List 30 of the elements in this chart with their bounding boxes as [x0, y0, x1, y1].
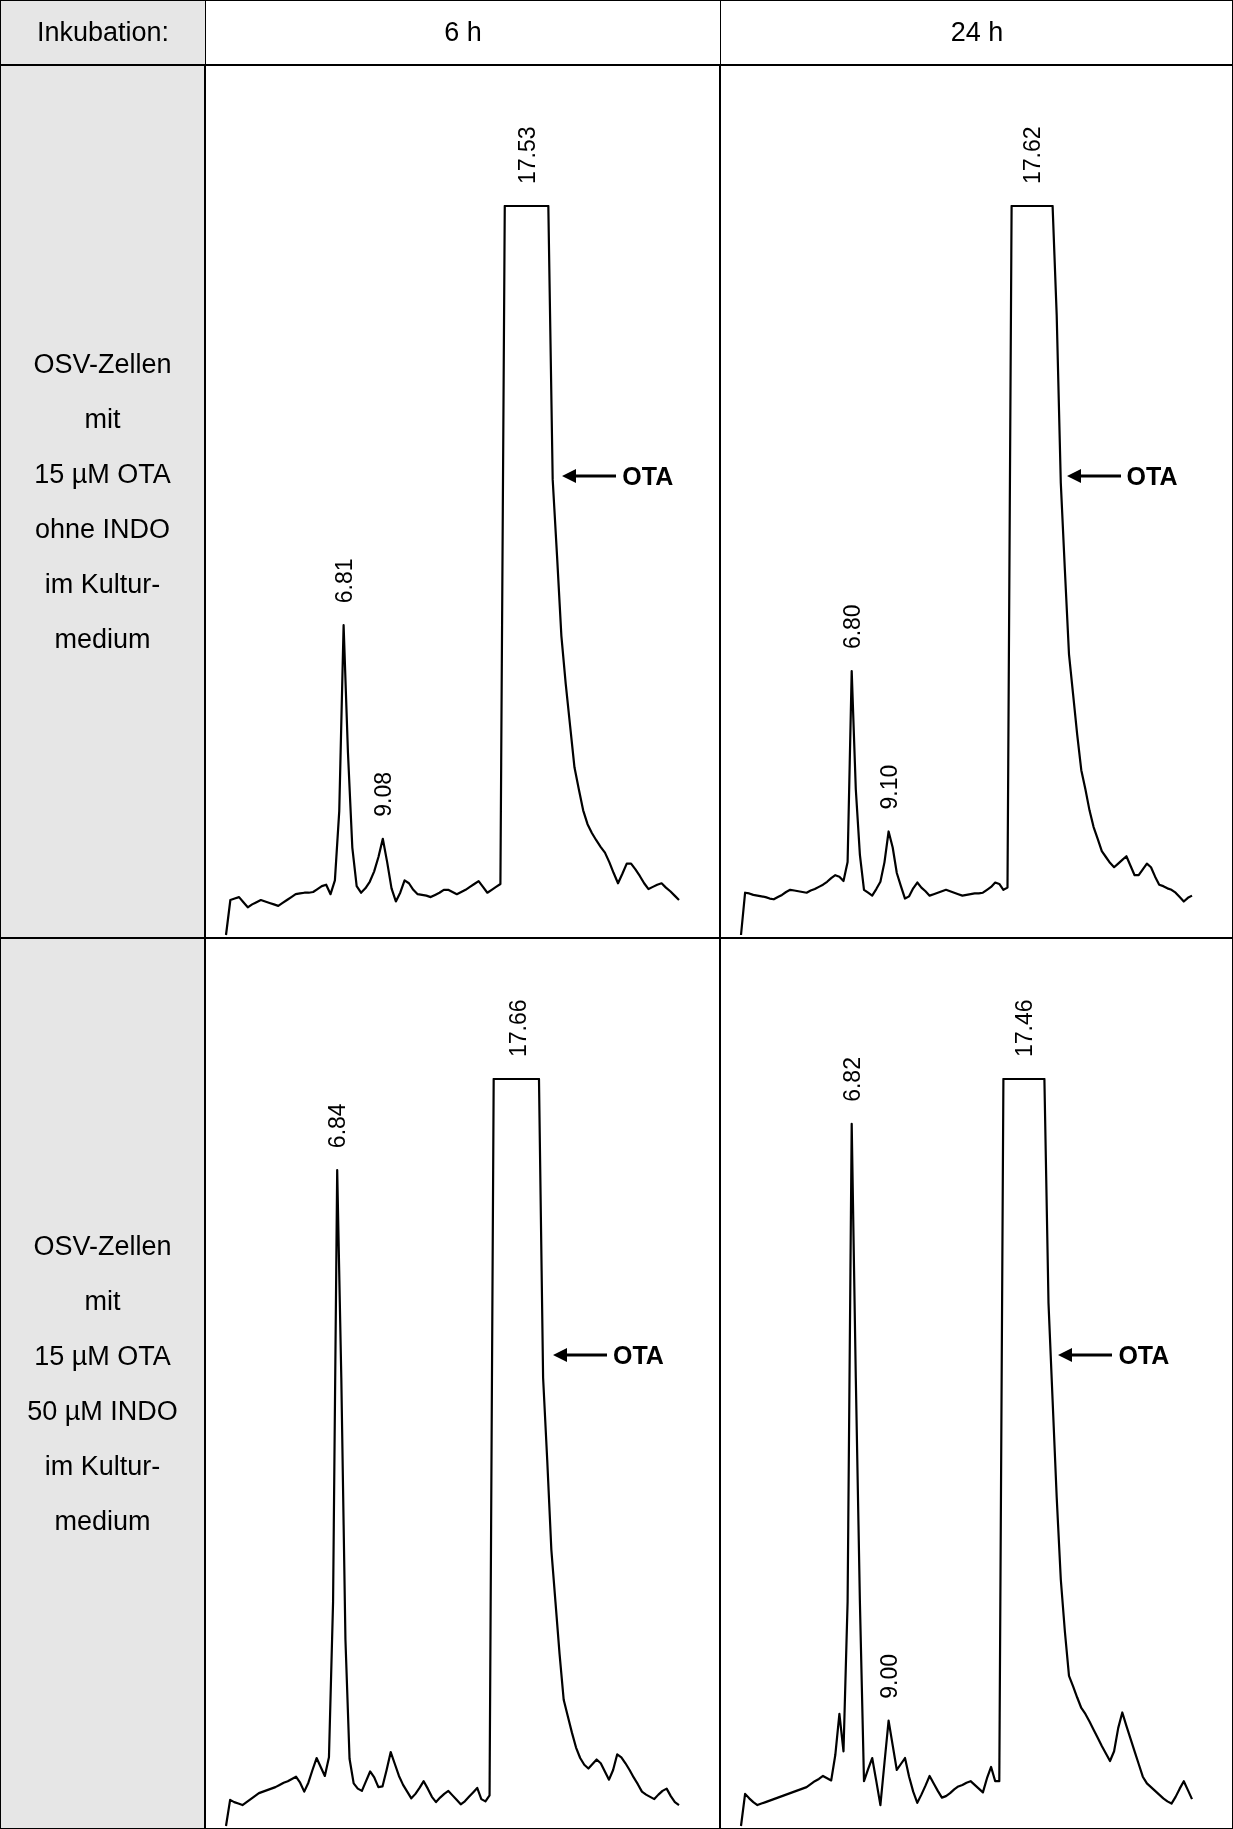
annotation: 9.10 — [875, 764, 902, 810]
text: OSV-Zellen — [33, 347, 172, 381]
text: im Kultur- — [44, 567, 161, 601]
annotation: 6.84 — [324, 1103, 351, 1149]
text: 15 µM OTA — [34, 1339, 171, 1373]
annotation: OTA — [1126, 461, 1178, 490]
annotation: 17.66 — [505, 999, 532, 1057]
annotation: 17.46 — [1010, 999, 1037, 1057]
annotation: 17.53 — [513, 126, 540, 184]
annotation: OTA — [1118, 1341, 1170, 1370]
text: 6 h — [206, 1, 721, 64]
text: medium — [54, 622, 151, 656]
text: mit — [84, 402, 121, 436]
text: 50 µM INDO — [27, 1394, 178, 1428]
annotation: 6.82 — [838, 1057, 865, 1102]
annotation: OTA — [612, 1341, 664, 1370]
text: im Kultur- — [44, 1449, 161, 1483]
text: ohne INDO — [34, 512, 171, 546]
annotation: 9.08 — [369, 772, 396, 817]
text: 24 h — [721, 1, 1233, 64]
annotation: 6.80 — [838, 604, 865, 650]
annotation: 6.81 — [330, 558, 357, 604]
annotation: 17.62 — [1019, 126, 1046, 184]
text: mit — [84, 1284, 121, 1318]
annotation: 9.00 — [875, 1653, 902, 1699]
annotation: OTA — [622, 461, 674, 490]
text: 15 µM OTA — [34, 457, 171, 491]
text: medium — [54, 1504, 151, 1538]
text: OSV-Zellen — [33, 1229, 172, 1263]
text: Inkubation: — [1, 1, 206, 64]
